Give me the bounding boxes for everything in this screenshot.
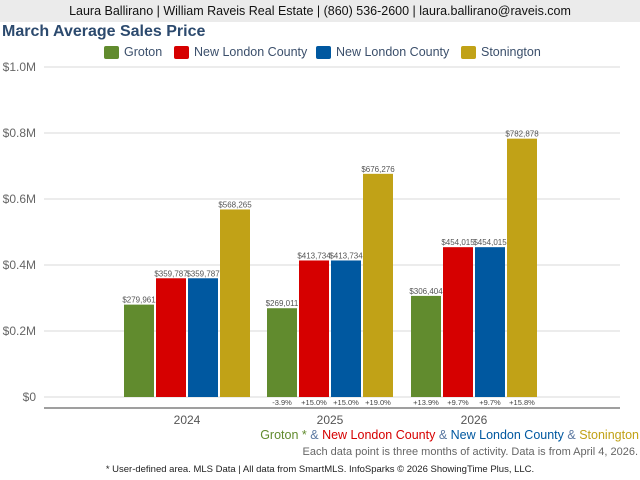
bar-value-label: $676,276 — [361, 165, 395, 174]
y-tick-label: $0 — [23, 390, 37, 404]
footer-legend-sep: & — [563, 428, 580, 442]
chart-legend: Groton New London County New London Coun… — [0, 45, 640, 61]
bar — [188, 278, 218, 397]
bar-value-label: $279,961 — [122, 296, 156, 305]
bar-value-label: $454,015 — [441, 238, 475, 247]
bar-value-label: $359,787 — [154, 269, 188, 278]
footer-legend-nlc-1: New London County — [322, 428, 436, 442]
bar — [299, 260, 329, 397]
bar-value-labels: $279,961 $359,787$359,787 $568,265 $269,011… — [122, 130, 539, 309]
footer-legend-sep: & — [435, 428, 451, 442]
x-tick-label: 2025 — [317, 413, 344, 427]
bar — [331, 260, 361, 397]
legend-label: New London County — [336, 45, 450, 59]
x-axis-ticks: 2024 2025 2026 — [174, 413, 488, 427]
x-tick-label: 2026 — [461, 413, 488, 427]
change-label: +15.0% — [333, 398, 359, 407]
change-label: +9.7% — [447, 398, 469, 407]
change-label: +15.8% — [509, 398, 535, 407]
bar — [124, 304, 154, 397]
bar-value-label: $306,404 — [409, 287, 443, 296]
footer-legend-nlc-2: New London County — [450, 428, 564, 442]
bar-value-label: $413,734 — [297, 251, 331, 260]
chart-title: March Average Sales Price — [2, 23, 206, 40]
bar-value-label: $413,734 — [329, 251, 363, 260]
y-axis-ticks: $0 $0.2M $0.4M $0.6M $0.8M $1.0M — [3, 60, 37, 404]
legend-swatch — [316, 45, 331, 59]
change-label: +19.0% — [365, 398, 391, 407]
y-tick-label: $0.2M — [3, 324, 36, 338]
y-tick-label: $1.0M — [3, 60, 36, 74]
data-source: * User-defined area. MLS Data | All data… — [105, 464, 535, 475]
change-label: +15.0% — [301, 398, 327, 407]
bar — [507, 138, 537, 397]
y-tick-label: $0.4M — [3, 258, 36, 272]
bar — [220, 209, 250, 397]
legend-item-new-london-county-2[interactable]: New London County — [316, 45, 449, 59]
legend-item-stonington[interactable]: Stonington — [461, 45, 541, 59]
legend-label: Stonington — [481, 45, 541, 59]
legend-item-new-london-county-1[interactable]: New London County — [174, 45, 307, 59]
bar-value-label: $359,787 — [186, 269, 220, 278]
change-labels: -3.9% +15.0% +15.0% +19.0% +13.9% +9.7% +9.7% +… — [272, 398, 535, 407]
bar — [475, 247, 505, 397]
bar — [267, 308, 297, 397]
legend-swatch — [174, 45, 189, 59]
legend-label: New London County — [194, 45, 308, 59]
bar — [411, 295, 441, 397]
footer-legend-groton: Groton * — [260, 428, 307, 442]
bar-value-label: $454,015 — [473, 238, 507, 247]
y-tick-label: $0.6M — [3, 192, 36, 206]
change-label: +9.7% — [479, 398, 501, 407]
change-label: +13.9% — [413, 398, 439, 407]
legend-item-groton[interactable]: Groton — [104, 45, 162, 59]
footer-legend-sep: & — [306, 428, 323, 442]
footer-legend-stonington: Stonington — [579, 428, 639, 442]
x-tick-label: 2024 — [174, 413, 201, 427]
bar — [363, 173, 393, 397]
bar — [156, 278, 186, 397]
y-tick-label: $0.8M — [3, 126, 36, 140]
bars — [124, 138, 537, 397]
legend-swatch — [104, 45, 119, 59]
legend-swatch — [461, 45, 476, 59]
contact-header: Laura Ballirano | William Raveis Real Es… — [0, 0, 640, 22]
data-note: Each data point is three months of activ… — [302, 446, 638, 458]
bar-value-label: $782,878 — [505, 130, 539, 139]
change-label: -3.9% — [272, 398, 292, 407]
bar-value-label: $568,265 — [218, 200, 252, 209]
footer-legend: Groton * & New London County & New Londo… — [260, 428, 639, 442]
bar — [443, 247, 473, 397]
legend-label: Groton — [124, 45, 163, 59]
bar-value-label: $269,011 — [266, 299, 299, 308]
